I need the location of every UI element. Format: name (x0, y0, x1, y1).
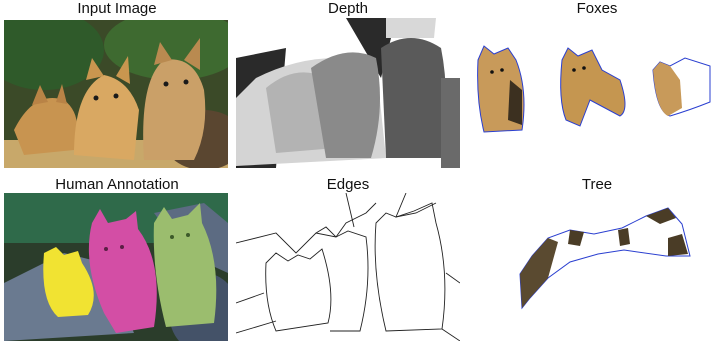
annotation-overlay (4, 193, 228, 341)
tree-panel (518, 198, 694, 314)
title-depth: Depth (327, 0, 369, 17)
tree-mask (518, 198, 694, 314)
human-annotation-panel (4, 193, 228, 341)
foxes-panel (470, 40, 714, 140)
title-foxes: Foxes (576, 0, 618, 17)
edges-panel (236, 193, 460, 341)
input-photo (4, 20, 228, 168)
depth-panel (236, 18, 460, 168)
title-tree: Tree (581, 176, 613, 193)
depth-map (236, 18, 460, 168)
title-human-annotation: Human Annotation (55, 176, 179, 193)
title-input-image: Input Image (77, 0, 157, 17)
fox-masks (470, 40, 714, 140)
edge-map (236, 193, 460, 341)
title-edges: Edges (326, 176, 370, 193)
input-image-panel (4, 20, 228, 168)
